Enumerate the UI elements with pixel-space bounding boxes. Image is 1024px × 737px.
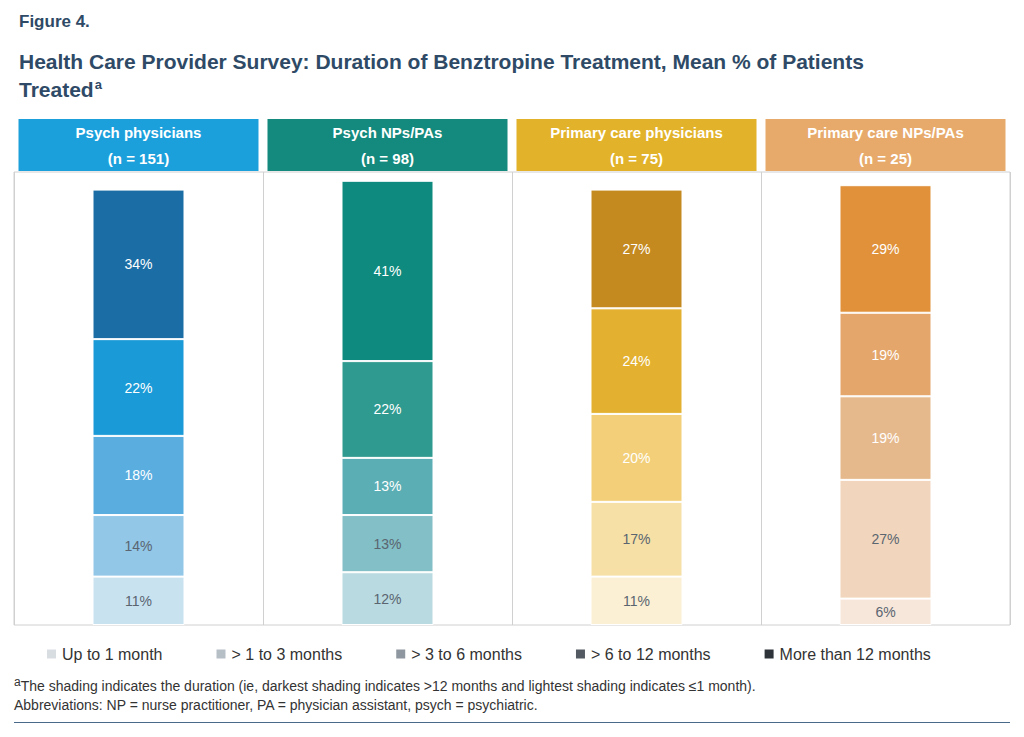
svg-text:> 6 to 12 months: > 6 to 12 months — [591, 646, 711, 663]
svg-text:22%: 22% — [124, 380, 152, 396]
svg-text:> 1 to 3 months: > 1 to 3 months — [232, 646, 343, 663]
svg-text:11%: 11% — [125, 593, 152, 609]
svg-text:Health Care Provider Survey: D: Health Care Provider Survey: Duration of… — [19, 50, 870, 73]
svg-text:(n = 151): (n = 151) — [108, 150, 169, 167]
svg-text:Psych physicians: Psych physicians — [76, 124, 202, 141]
svg-text:19%: 19% — [871, 347, 899, 363]
svg-text:41%: 41% — [373, 263, 401, 279]
svg-text:(n = 25): (n = 25) — [859, 150, 912, 167]
svg-text:Psych NPs/PAs: Psych NPs/PAs — [333, 124, 443, 141]
svg-text:Primary care NPs/PAs: Primary care NPs/PAs — [807, 124, 963, 141]
svg-text:The shading indicates the dura: The shading indicates the duration (ie, … — [21, 678, 756, 694]
svg-text:12%: 12% — [373, 591, 401, 607]
svg-text:14%: 14% — [124, 538, 152, 554]
svg-text:34%: 34% — [124, 256, 152, 272]
svg-text:(n = 75): (n = 75) — [610, 150, 663, 167]
svg-text:6%: 6% — [875, 604, 895, 620]
svg-text:29%: 29% — [871, 241, 899, 257]
svg-text:11%: 11% — [623, 593, 650, 609]
svg-text:13%: 13% — [373, 478, 401, 494]
svg-text:27%: 27% — [622, 241, 650, 257]
svg-text:Figure 4.: Figure 4. — [19, 12, 90, 31]
svg-text:Primary care physicians: Primary care physicians — [550, 124, 723, 141]
svg-text:More than 12 months: More than 12 months — [780, 646, 931, 663]
svg-text:17%: 17% — [622, 531, 650, 547]
svg-text:18%: 18% — [124, 467, 152, 483]
svg-text:a: a — [14, 675, 21, 689]
svg-text:Up to 1 month: Up to 1 month — [62, 646, 163, 663]
svg-text:19%: 19% — [871, 430, 899, 446]
svg-text:20%: 20% — [622, 450, 650, 466]
svg-text:(n = 98): (n = 98) — [361, 150, 414, 167]
svg-text:Treated: Treated — [19, 78, 94, 101]
svg-text:a: a — [95, 77, 103, 92]
svg-text:> 3 to 6 months: > 3 to 6 months — [411, 646, 522, 663]
svg-text:24%: 24% — [622, 353, 650, 369]
svg-text:Abbreviations: NP = nurse prac: Abbreviations: NP = nurse practitioner, … — [14, 697, 538, 713]
svg-text:13%: 13% — [373, 536, 401, 552]
svg-text:27%: 27% — [871, 531, 899, 547]
svg-text:22%: 22% — [373, 401, 401, 417]
